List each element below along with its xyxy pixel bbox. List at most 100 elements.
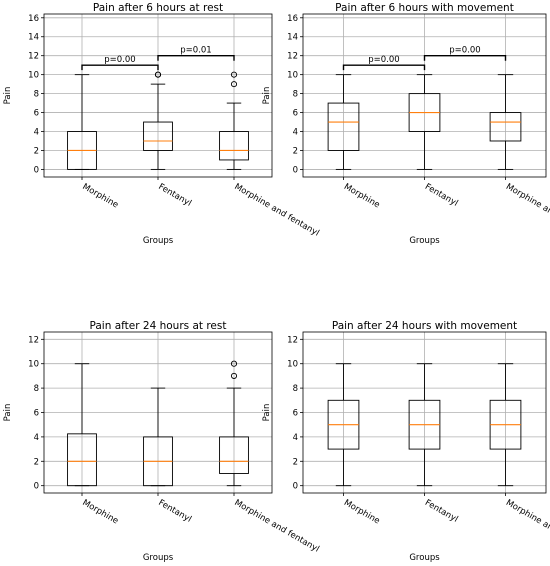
- chart-title: Pain after 6 hours with movement: [335, 2, 514, 14]
- y-tick-label: 14: [28, 33, 39, 43]
- y-tick-label: 6: [34, 109, 39, 119]
- iqr-box: [327, 102, 360, 151]
- bracket-line: [81, 64, 159, 71]
- y-axis-label: Pain: [262, 404, 272, 422]
- x-axis-label: Groups: [409, 236, 440, 246]
- x-tick-label: Morphine: [342, 182, 381, 211]
- iqr-box: [219, 131, 249, 161]
- significance-bracket: p=0.00: [81, 55, 159, 71]
- y-tick-label: 0: [34, 482, 39, 492]
- y-tick-label: 16: [28, 14, 39, 24]
- x-tick-label: Fentanyl: [157, 498, 194, 525]
- chart-panel-4: 0 2 4 6 8 10 12 Morphine Fentanyl Morphine and fe…: [262, 320, 550, 563]
- y-tick-label: 8: [293, 384, 298, 394]
- box-fentanyl: [408, 74, 441, 170]
- y-tick-label: 12: [287, 335, 298, 345]
- iqr-box: [489, 112, 522, 142]
- y-tick-label: 10: [28, 71, 39, 81]
- y-tick-label: 0: [293, 482, 298, 492]
- plot-frame: [43, 13, 273, 178]
- iqr-box: [219, 436, 249, 474]
- chart-panel-3: 0 2 4 6 8 10 12 Morphine Fentanyl Morphine and fe…: [3, 320, 321, 563]
- box-fentanyl: [408, 363, 441, 487]
- y-tick-label: 6: [293, 409, 298, 419]
- box-morphine: [327, 363, 360, 487]
- p-value-label: p=0.00: [449, 46, 480, 56]
- y-tick-label: 2: [293, 457, 298, 467]
- box-morphine-and-fentanyl: [219, 71, 249, 170]
- plot-frame: [43, 331, 273, 494]
- y-tick-label: 4: [34, 433, 39, 443]
- p-value-label: p=0.00: [104, 55, 135, 65]
- y-tick-label: 4: [293, 128, 298, 138]
- x-tick-label: Morphine and fentanyl: [504, 498, 550, 555]
- significance-bracket: p=0.00: [342, 55, 426, 71]
- y-tick-label: 12: [28, 52, 39, 62]
- y-tick-label: 10: [287, 360, 298, 370]
- significance-bracket: p=0.01: [157, 46, 235, 61]
- x-tick-label: Morphine and fentanyl: [504, 182, 550, 239]
- y-tick-label: 2: [34, 457, 39, 467]
- x-tick-label: Morphine: [342, 498, 381, 527]
- y-tick-label: 14: [287, 33, 298, 43]
- outlier-point: [230, 372, 238, 379]
- x-tick-label: Fentanyl: [157, 182, 194, 209]
- y-tick-label: 0: [34, 165, 39, 175]
- outlier-point: [230, 71, 238, 78]
- y-tick-label: 10: [28, 360, 39, 370]
- y-tick-label: 2: [34, 146, 39, 156]
- chart-panel-1: 0 2 4 6 8 10 12 14 16 Morphine Fentanyl Morphine an…: [3, 2, 321, 246]
- bracket-line: [423, 54, 507, 61]
- p-value-label: p=0.00: [368, 55, 399, 65]
- chart-title: Pain after 24 hours with movement: [332, 320, 517, 332]
- bracket-line: [342, 64, 426, 71]
- chart-title: Pain after 6 hours at rest: [93, 2, 223, 14]
- outlier-point: [230, 360, 238, 367]
- y-tick-label: 4: [293, 433, 298, 443]
- y-tick-label: 0: [293, 165, 298, 175]
- y-tick-label: 16: [287, 14, 298, 24]
- x-axis-label: Groups: [143, 236, 174, 246]
- chart-title: Pain after 24 hours at rest: [90, 320, 227, 332]
- x-tick-label: Morphine and fentanyl: [233, 498, 321, 555]
- plot-frame: [302, 331, 547, 494]
- box-morphine-and-fentanyl: [489, 363, 522, 487]
- y-tick-label: 8: [293, 90, 298, 100]
- y-axis-label: Pain: [3, 87, 13, 105]
- y-tick-label: 4: [34, 128, 39, 138]
- x-tick-label: Fentanyl: [423, 498, 460, 525]
- box-morphine: [327, 74, 360, 170]
- x-tick-label: Fentanyl: [423, 182, 460, 209]
- y-axis-label: Pain: [3, 404, 13, 422]
- box-fentanyl: [143, 71, 173, 170]
- x-axis-label: Groups: [409, 553, 440, 563]
- outlier-point: [230, 81, 238, 88]
- x-tick-label: Morphine: [81, 498, 120, 527]
- y-tick-label: 2: [293, 146, 298, 156]
- x-tick-label: Morphine: [81, 182, 120, 211]
- y-tick-label: 10: [287, 71, 298, 81]
- box-fentanyl: [143, 387, 173, 487]
- significance-bracket: p=0.00: [423, 46, 507, 61]
- y-tick-label: 12: [287, 52, 298, 62]
- box-morphine: [67, 74, 97, 170]
- iqr-box: [67, 433, 97, 487]
- y-tick-label: 12: [28, 335, 39, 345]
- y-axis-label: Pain: [262, 87, 272, 105]
- p-value-label: p=0.01: [180, 46, 211, 56]
- x-axis-label: Groups: [143, 553, 174, 563]
- y-tick-label: 6: [34, 409, 39, 419]
- bracket-line: [157, 54, 235, 61]
- outlier-point: [154, 71, 162, 78]
- box-morphine-and-fentanyl: [219, 360, 249, 487]
- plot-frame: [302, 13, 547, 178]
- box-morphine-and-fentanyl: [489, 74, 522, 170]
- y-tick-label: 6: [293, 109, 298, 119]
- x-tick-label: Morphine and fentanyl: [233, 182, 321, 239]
- y-tick-label: 8: [34, 384, 39, 394]
- iqr-box: [143, 121, 173, 151]
- y-tick-label: 8: [34, 90, 39, 100]
- box-morphine: [67, 363, 97, 487]
- chart-panel-2: 0 2 4 6 8 10 12 14 16 Morphine Fentanyl Morphine an…: [262, 2, 550, 246]
